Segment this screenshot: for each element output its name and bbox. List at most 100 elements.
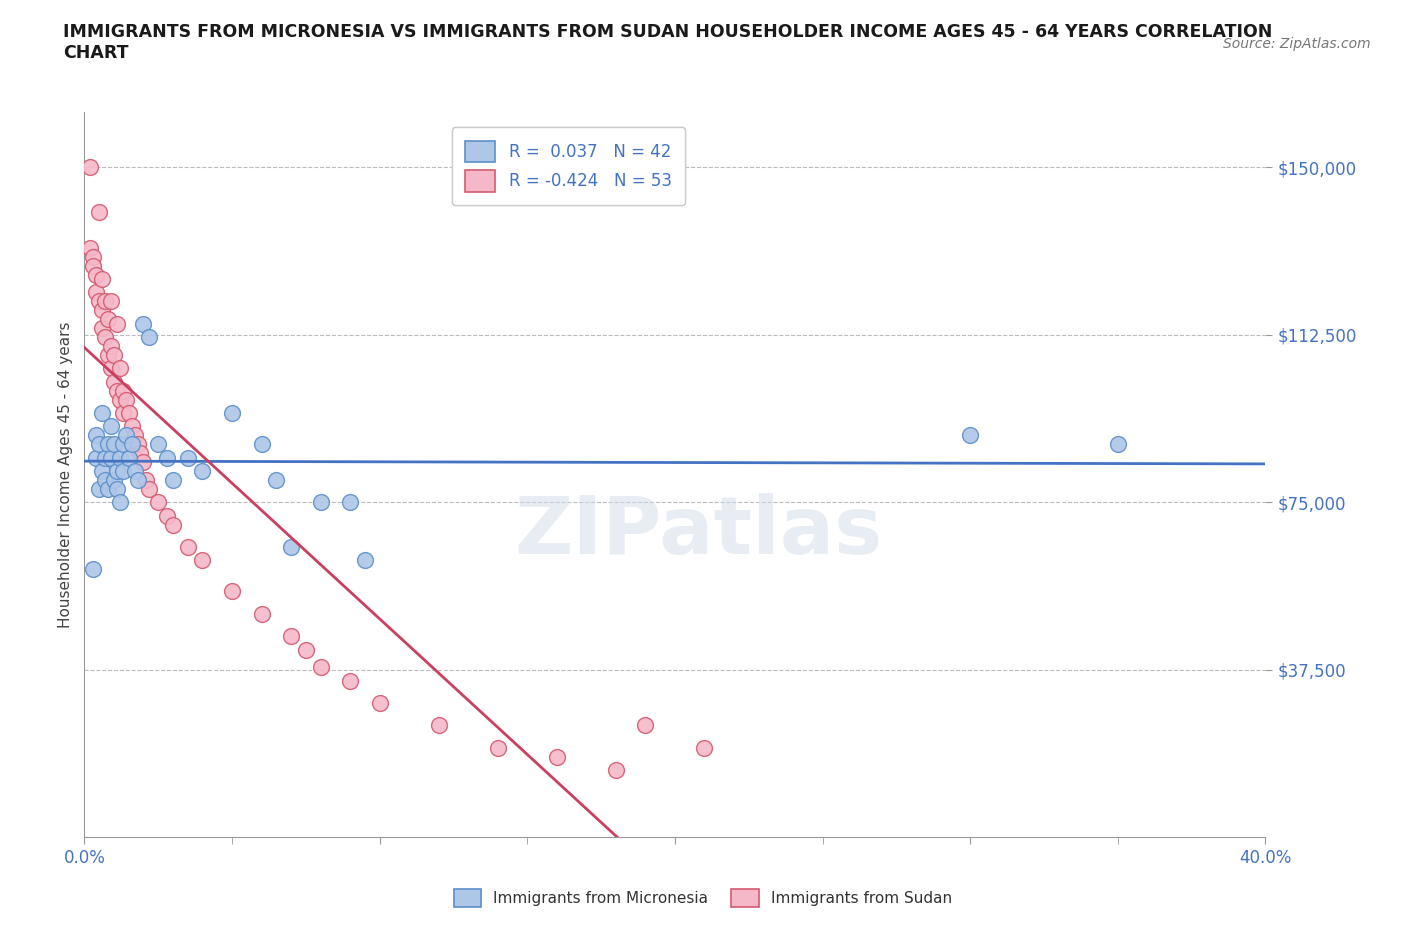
Point <box>121 437 143 452</box>
Point <box>79 160 101 175</box>
Point <box>82 249 104 264</box>
Legend: R =  0.037   N = 42, R = -0.424   N = 53: R = 0.037 N = 42, R = -0.424 N = 53 <box>453 127 685 205</box>
Point <box>91 272 114 286</box>
Point <box>486 740 509 755</box>
Point <box>108 392 131 407</box>
Point <box>84 450 107 465</box>
Point <box>127 437 149 452</box>
Point <box>91 405 114 420</box>
Point <box>84 267 107 282</box>
Point <box>138 329 160 344</box>
Point <box>100 450 122 465</box>
Point <box>108 495 131 510</box>
Point <box>132 316 155 331</box>
Point <box>105 383 128 398</box>
Point <box>266 472 288 487</box>
Point <box>250 437 273 452</box>
Y-axis label: Householder Income Ages 45 - 64 years: Householder Income Ages 45 - 64 years <box>58 321 73 628</box>
Point <box>177 450 200 465</box>
Point <box>124 463 146 478</box>
Point <box>959 428 981 443</box>
Point <box>295 642 318 657</box>
Point <box>82 259 104 273</box>
Point <box>87 482 111 497</box>
Point <box>114 392 136 407</box>
Point <box>124 428 146 443</box>
Point <box>1107 437 1129 452</box>
Text: ZIPatlas: ZIPatlas <box>515 493 883 571</box>
Point <box>91 303 114 318</box>
Point <box>97 482 120 497</box>
Point <box>103 437 125 452</box>
Point <box>368 696 391 711</box>
Point <box>108 361 131 376</box>
Point <box>94 329 117 344</box>
Point <box>135 472 157 487</box>
Point <box>693 740 716 755</box>
Point <box>84 285 107 299</box>
Point <box>118 405 141 420</box>
Point <box>427 718 450 733</box>
Point <box>129 445 152 460</box>
Point <box>309 660 332 675</box>
Text: Source: ZipAtlas.com: Source: ZipAtlas.com <box>1223 37 1371 51</box>
Point <box>309 495 332 510</box>
Point <box>87 205 111 219</box>
Point <box>114 428 136 443</box>
Point <box>162 472 184 487</box>
Point <box>162 517 184 532</box>
Point <box>94 472 117 487</box>
Point <box>105 316 128 331</box>
Point <box>148 437 170 452</box>
Point <box>100 339 122 353</box>
Point <box>91 321 114 336</box>
Point <box>79 240 101 255</box>
Point <box>191 463 214 478</box>
Point <box>103 472 125 487</box>
Point <box>87 437 111 452</box>
Point <box>280 539 302 554</box>
Point <box>100 361 122 376</box>
Point <box>339 495 361 510</box>
Point <box>105 482 128 497</box>
Point <box>94 450 117 465</box>
Point <box>634 718 657 733</box>
Point <box>97 437 120 452</box>
Point <box>91 463 114 478</box>
Point <box>84 428 107 443</box>
Point <box>111 437 134 452</box>
Point <box>132 455 155 470</box>
Point <box>108 450 131 465</box>
Point <box>250 606 273 621</box>
Point <box>105 463 128 478</box>
Point <box>87 294 111 309</box>
Point <box>82 562 104 577</box>
Point <box>103 348 125 363</box>
Point <box>118 450 141 465</box>
Point <box>148 495 170 510</box>
Point <box>605 763 627 777</box>
Text: IMMIGRANTS FROM MICRONESIA VS IMMIGRANTS FROM SUDAN HOUSEHOLDER INCOME AGES 45 -: IMMIGRANTS FROM MICRONESIA VS IMMIGRANTS… <box>63 23 1272 62</box>
Point <box>97 348 120 363</box>
Point <box>138 482 160 497</box>
Point <box>97 312 120 326</box>
Point <box>111 463 134 478</box>
Point <box>111 405 134 420</box>
Point <box>103 374 125 389</box>
Point <box>354 552 377 567</box>
Point <box>121 418 143 433</box>
Point <box>94 294 117 309</box>
Point <box>221 405 243 420</box>
Point <box>100 294 122 309</box>
Point <box>221 584 243 599</box>
Point <box>100 418 122 433</box>
Point <box>156 450 179 465</box>
Point <box>280 629 302 644</box>
Point <box>546 750 568 764</box>
Point <box>156 508 179 523</box>
Point <box>191 552 214 567</box>
Point <box>111 383 134 398</box>
Point <box>127 472 149 487</box>
Legend: Immigrants from Micronesia, Immigrants from Sudan: Immigrants from Micronesia, Immigrants f… <box>447 884 959 913</box>
Point <box>339 673 361 688</box>
